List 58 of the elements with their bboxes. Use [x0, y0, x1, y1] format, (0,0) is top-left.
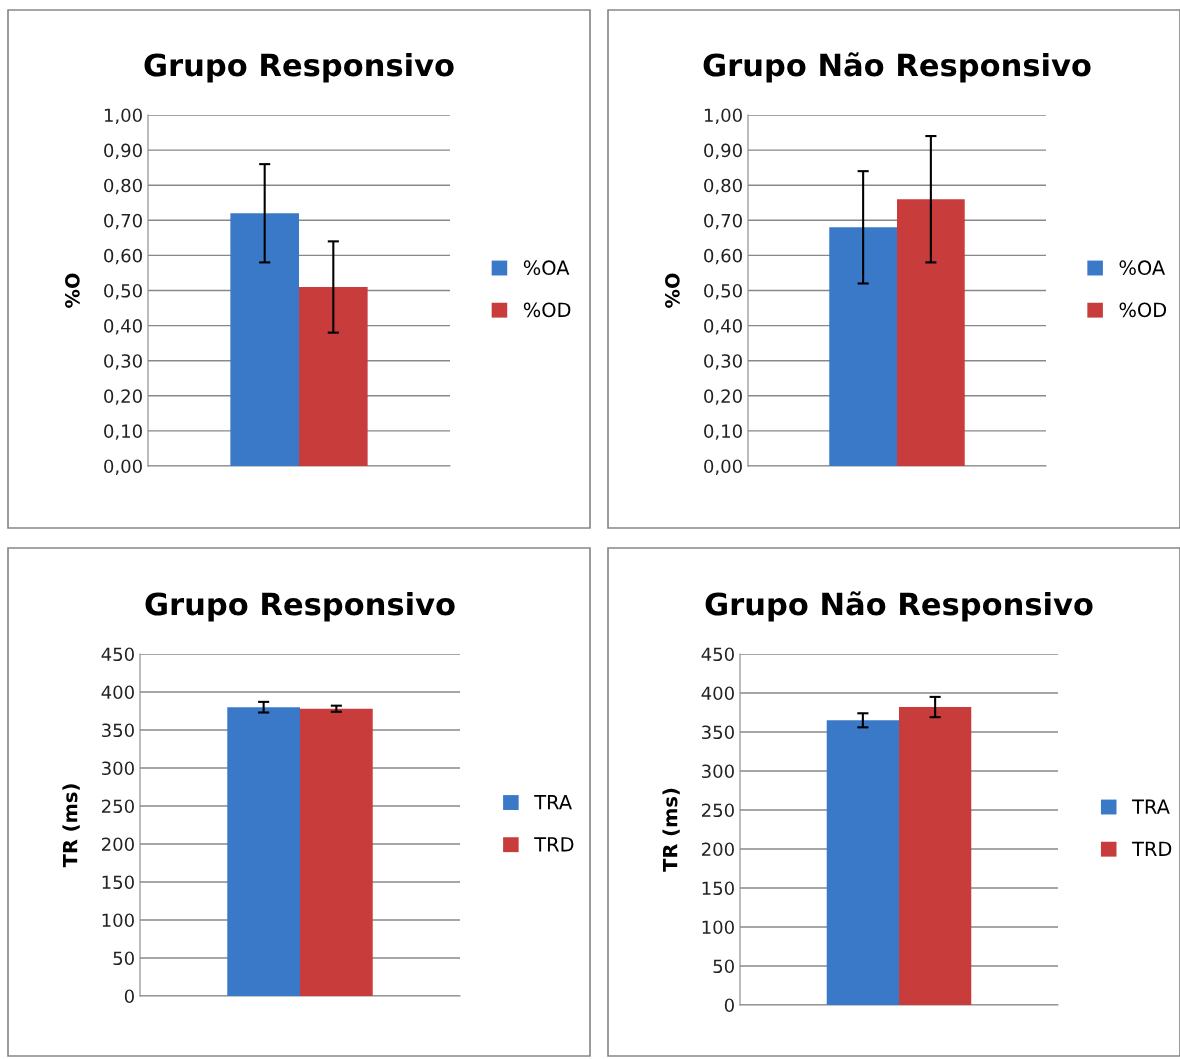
y-tick-label: 350	[102, 723, 134, 738]
legend-label: %OD	[1119, 302, 1167, 318]
y-tick-label: 300	[102, 761, 134, 776]
y-tick-label: 200	[702, 842, 734, 857]
legend-label: TRA	[534, 795, 572, 810]
y-tick-label: 100	[702, 920, 734, 935]
chart-title: Grupo Não Responsivo	[703, 52, 1091, 83]
y-tick-label: 0,30	[104, 354, 142, 370]
y-tick-label: 0,00	[104, 459, 142, 475]
y-tick-label: 0,40	[704, 319, 742, 335]
chart-title: Grupo Responsivo	[145, 591, 455, 622]
y-axis-title: TR (ms)	[62, 784, 80, 868]
y-tick-label: 0,20	[704, 389, 742, 405]
legend-label: %OA	[1119, 260, 1166, 276]
y-tick-label: 450	[701, 647, 734, 662]
chart-title: Grupo Não Responsivo	[705, 591, 1093, 622]
y-tick-label: 0,70	[104, 213, 142, 230]
y-tick-label: 400	[701, 686, 734, 701]
y-tick-label: 150	[702, 881, 734, 896]
chart-title: Grupo Responsivo	[144, 52, 454, 83]
y-tick-label: 300	[702, 764, 734, 779]
y-tick-label: 0,90	[704, 143, 742, 160]
y-tick-label: 150	[102, 875, 134, 890]
y-tick-label: 0,60	[104, 248, 142, 265]
y-tick-label: 0,50	[104, 283, 142, 300]
legend-label: %OD	[523, 302, 571, 318]
y-axis-title: %O	[65, 273, 80, 308]
y-tick-label: 0,80	[104, 178, 142, 195]
y-tick-label: 450	[101, 647, 134, 662]
y-tick-label: 0,80	[704, 178, 742, 195]
y-tick-label: 400	[101, 685, 134, 700]
y-tick-label: 0,60	[704, 248, 742, 265]
y-tick-label: 0,40	[104, 319, 142, 335]
y-tick-label: 0,10	[704, 424, 742, 440]
y-tick-label: 0,10	[104, 424, 142, 440]
y-tick-label: 50	[113, 951, 134, 966]
y-tick-label: 1,00	[104, 108, 142, 124]
y-tick-label: 0	[724, 998, 734, 1013]
legend-label: TRD	[534, 837, 574, 852]
y-tick-label: 200	[102, 837, 134, 852]
y-tick-label: 0,20	[104, 389, 142, 405]
y-tick-label: 50	[713, 959, 734, 974]
y-axis-title: %O	[665, 273, 680, 308]
y-tick-label: 100	[102, 913, 134, 928]
y-tick-label: 1,00	[704, 108, 742, 124]
y-tick-label: 0	[124, 989, 134, 1004]
y-tick-label: 0,70	[704, 213, 742, 230]
y-axis-title: TR (ms)	[662, 788, 680, 872]
legend-label: TRA	[1131, 799, 1170, 814]
legend-label: TRD	[1131, 841, 1172, 856]
y-tick-label: 0,90	[104, 143, 142, 160]
y-tick-label: 0,00	[704, 459, 742, 475]
y-tick-label: 350	[702, 725, 734, 740]
y-tick-label: 250	[702, 803, 734, 818]
y-tick-label: 0,30	[704, 354, 742, 370]
y-tick-label: 0,50	[704, 283, 742, 300]
legend-label: %OA	[523, 260, 570, 276]
y-tick-label: 250	[102, 799, 134, 814]
